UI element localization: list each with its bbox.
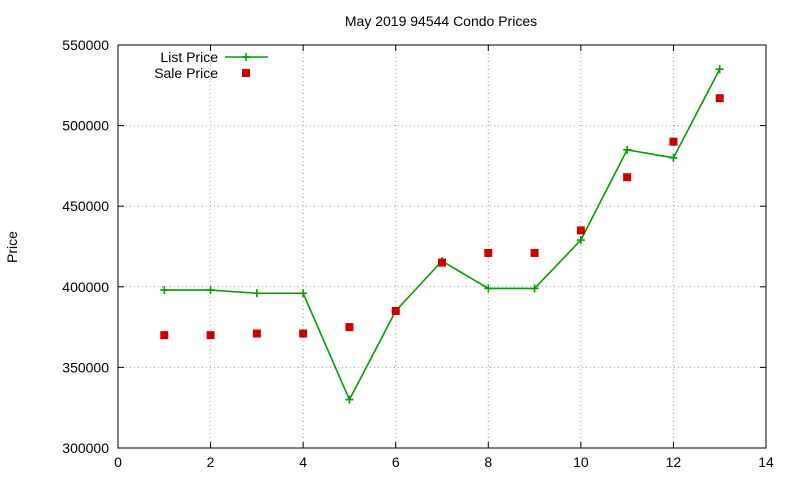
sale-price-point — [391, 306, 400, 315]
list-price-line — [164, 68, 721, 402]
sale-price-point — [438, 258, 446, 267]
x-tick-label: 8 — [484, 454, 492, 470]
sale-price-point — [623, 173, 632, 182]
axes: 0 2 4 6 8 10 12 14 300000 350000 400000 450000 50000… — [62, 37, 774, 470]
chart-title: May 2019 94544 Condo Prices — [345, 13, 537, 29]
list-price-point — [623, 145, 632, 154]
sale-price-point — [345, 323, 354, 332]
grid-lines — [118, 45, 766, 448]
list-price-point — [160, 286, 169, 295]
list-price-point — [484, 284, 493, 293]
list-price-point — [206, 286, 215, 295]
sale-price-point — [206, 331, 215, 340]
y-tick-label: 500000 — [62, 118, 109, 134]
list-price-point — [669, 153, 678, 162]
y-tick-label: 450000 — [62, 198, 109, 214]
y-axis-label: Price — [4, 231, 20, 263]
list-price-point — [576, 236, 585, 245]
y-tick-label: 350000 — [62, 359, 109, 375]
legend-marker-list-price — [242, 53, 250, 61]
sale-price-point — [160, 331, 169, 340]
legend-label-list-price: List Price — [160, 49, 218, 65]
sale-price-point — [299, 329, 308, 338]
sale-price-point — [715, 94, 724, 103]
x-tick-label: 2 — [207, 454, 215, 470]
legend-marker-sale-price — [242, 69, 250, 77]
x-tick-label: 14 — [758, 454, 774, 470]
x-tick-label: 10 — [573, 454, 589, 470]
y-tick-label: 400000 — [62, 279, 109, 295]
x-tick-label: 6 — [392, 454, 400, 470]
x-tick-label: 12 — [666, 454, 682, 470]
list-price-point — [345, 395, 354, 404]
x-tick-label: 4 — [299, 454, 307, 470]
list-price-point — [715, 65, 724, 74]
x-tick-label: 0 — [114, 454, 122, 470]
legend-label-sale-price: Sale Price — [154, 65, 218, 81]
sale-price-point — [484, 248, 493, 257]
sale-price-point — [252, 329, 261, 338]
y-tick-label: 550000 — [62, 37, 109, 53]
list-price-point — [299, 289, 308, 298]
sale-price-point — [669, 137, 678, 146]
list-price-point — [252, 289, 261, 298]
sale-price-point — [530, 248, 539, 257]
sale-price-point — [576, 226, 585, 235]
plot-area — [160, 65, 724, 404]
list-price-point — [530, 284, 539, 293]
plot-frame — [117, 44, 767, 449]
y-tick-label: 300000 — [62, 440, 109, 456]
